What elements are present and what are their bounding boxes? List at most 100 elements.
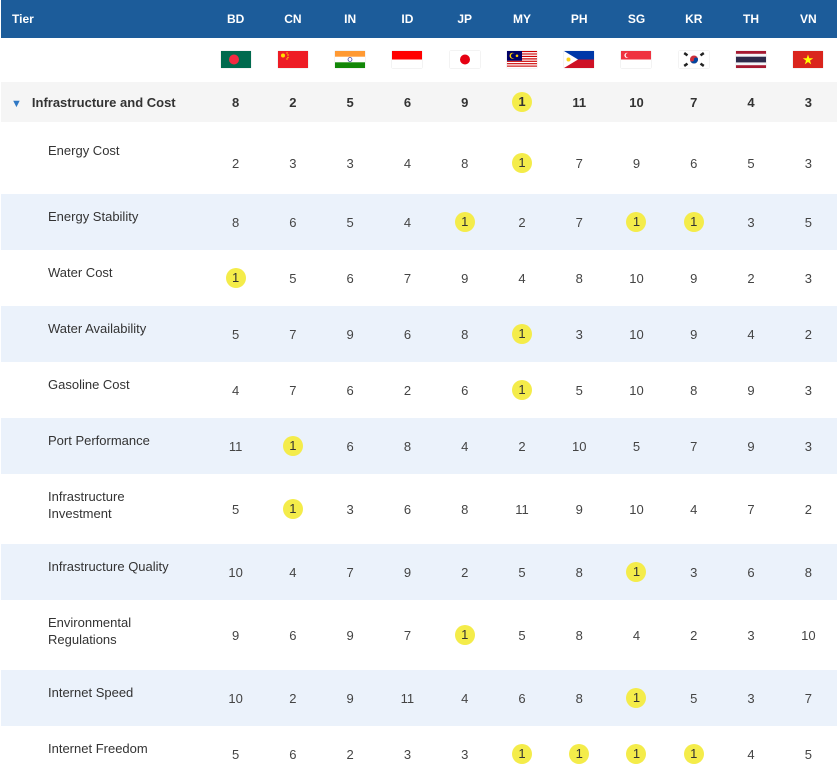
rank-cell: 8 <box>550 250 608 306</box>
column-header-th[interactable]: TH <box>722 0 780 38</box>
rank-cell: 3 <box>779 122 837 194</box>
table-row: Water Cost 1 5 6 7 9 4 8 10 9 2 3 <box>1 250 837 306</box>
rank-cell: 6 <box>321 362 379 418</box>
rank-value: 11 <box>228 438 243 454</box>
rank-value: 6 <box>518 690 526 706</box>
rank-cell: 8 <box>779 544 837 600</box>
column-header-ph[interactable]: PH <box>550 0 608 38</box>
rank-value: 3 <box>461 746 469 762</box>
rank-value: 10 <box>571 438 587 454</box>
top-rank-badge: 1 <box>282 499 303 519</box>
rank-cell: 8 <box>436 306 494 362</box>
rank-value: 9 <box>346 690 354 706</box>
rank-cell: 6 <box>493 670 551 726</box>
philippines-flag <box>564 51 595 69</box>
rank-cell: 3 <box>550 306 608 362</box>
rank-cell: 4 <box>207 362 265 418</box>
rank-value: 10 <box>629 382 644 398</box>
india-flag <box>335 51 366 69</box>
top-rank-badge: 1 <box>569 744 590 764</box>
rank-cell: 8 <box>207 194 265 250</box>
top-rank-badge: 1 <box>511 380 532 400</box>
rank-value: 3 <box>747 627 755 643</box>
rank-value: 3 <box>575 326 583 342</box>
rank-value: 10 <box>228 690 243 706</box>
rank-value: 4 <box>461 690 469 706</box>
rank-cell: 5 <box>722 122 780 194</box>
rank-value: 9 <box>690 270 698 286</box>
column-header-in[interactable]: IN <box>321 0 379 38</box>
rank-value: 11 <box>572 94 587 110</box>
category-row[interactable]: ▼ Infrastructure and Cost 8 2 5 6 9 1 11 10 7 4 3 <box>1 82 837 122</box>
rank-value: 6 <box>289 627 297 643</box>
rank-cell: 4 <box>607 600 666 670</box>
top-rank-badge: 1 <box>282 436 303 456</box>
rank-cell: 9 <box>378 544 437 600</box>
rank-cell: 1 <box>607 726 666 782</box>
rank-value: 3 <box>403 746 412 762</box>
column-header-my[interactable]: MY <box>493 0 551 38</box>
triangle-down-icon[interactable]: ▼ <box>11 97 22 110</box>
rank-value: 5 <box>632 438 641 454</box>
row-label: Environmental Regulations <box>1 600 207 670</box>
rank-cell: 8 <box>550 600 608 670</box>
column-header-sg[interactable]: SG <box>607 0 666 38</box>
rank-cell: 1 <box>493 82 551 122</box>
rank-value: 8 <box>461 326 469 342</box>
table-row: Environmental Regulations 9 6 9 7 1 5 8 4 2 3 10 <box>1 600 837 670</box>
top-rank-badge: 1 <box>225 268 246 288</box>
rank-cell: 4 <box>436 418 494 474</box>
rank-cell: 2 <box>722 250 780 306</box>
rank-cell: 1 <box>493 306 551 362</box>
rank-value: 5 <box>232 746 240 762</box>
rank-value: 6 <box>346 438 354 454</box>
rank-cell: 8 <box>378 418 437 474</box>
rank-cell: 3 <box>378 726 437 782</box>
rank-value: 5 <box>804 746 812 762</box>
rank-cell: 9 <box>722 362 780 418</box>
rank-value: 3 <box>690 564 698 580</box>
table-row: Internet Speed 10 2 9 11 4 6 8 1 5 3 7 <box>1 670 837 726</box>
column-header-cn[interactable]: CN <box>264 0 322 38</box>
rank-cell: 7 <box>321 544 379 600</box>
rank-value: 2 <box>518 438 526 454</box>
rank-value: 3 <box>747 690 755 706</box>
column-header-id[interactable]: ID <box>378 0 437 38</box>
column-header-vn[interactable]: VN <box>779 0 837 38</box>
rank-cell: 5 <box>264 250 322 306</box>
top-rank-badge: 1 <box>511 153 532 173</box>
rank-value: 4 <box>403 155 412 171</box>
rank-cell: 6 <box>378 82 437 122</box>
top-rank-badge: 1 <box>683 212 704 232</box>
rank-cell: 1 <box>264 418 322 474</box>
rank-cell: 2 <box>493 194 551 250</box>
row-label: Internet Speed <box>1 670 207 726</box>
rank-cell: 3 <box>264 122 322 194</box>
rank-cell: 3 <box>665 544 723 600</box>
rank-value: 3 <box>346 155 354 171</box>
rank-value: 9 <box>575 501 583 517</box>
rank-cell: 11 <box>207 418 265 474</box>
rank-value: 7 <box>575 214 583 230</box>
rank-value: 10 <box>801 627 816 643</box>
rank-value: 5 <box>575 382 583 398</box>
rank-value: 8 <box>804 564 812 580</box>
top-rank-badge: 1 <box>511 92 532 112</box>
rank-cell: 6 <box>378 306 437 362</box>
rank-value: 10 <box>228 564 243 580</box>
rank-cell: 6 <box>722 544 780 600</box>
rank-value: 9 <box>461 270 469 286</box>
top-rank-badge: 1 <box>626 212 647 232</box>
rank-value: 2 <box>232 155 240 171</box>
rank-cell: 4 <box>665 474 723 544</box>
column-header-kr[interactable]: KR <box>665 0 723 38</box>
column-header-bd[interactable]: BD <box>207 0 265 38</box>
rank-value: 4 <box>403 214 412 230</box>
rank-value: 2 <box>289 690 297 706</box>
rank-cell: 3 <box>722 600 780 670</box>
rank-cell: 2 <box>264 670 322 726</box>
rank-cell: 10 <box>607 362 666 418</box>
rank-value: 5 <box>232 501 240 517</box>
column-header-jp[interactable]: JP <box>436 0 494 38</box>
row-label: Infrastructure Quality <box>1 544 207 600</box>
